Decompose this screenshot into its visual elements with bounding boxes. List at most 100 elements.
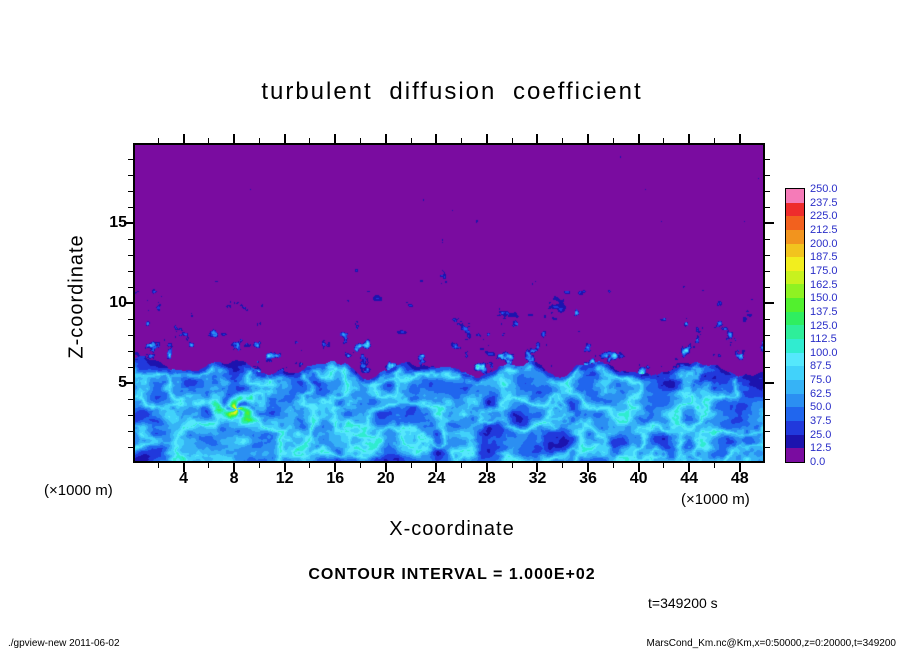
tick-mark <box>435 134 438 143</box>
colorbar-level-label: 75.0 <box>810 374 832 387</box>
tick-mark <box>258 463 260 468</box>
colorbar-level-label: 225.0 <box>810 210 838 223</box>
x-tick-label: 44 <box>680 470 699 487</box>
colorbar-band <box>786 189 804 203</box>
colorbar-band <box>786 339 804 353</box>
x-tick-label: 8 <box>229 470 239 487</box>
colorbar-band <box>786 379 804 394</box>
tick-mark <box>283 134 286 143</box>
tick-mark <box>124 302 133 304</box>
tick-mark <box>128 254 133 256</box>
tick-mark <box>663 463 665 468</box>
y-tick-label: 10 <box>109 294 127 311</box>
x-tick-label: 4 <box>179 470 188 487</box>
y-tick-label: 15 <box>109 214 127 231</box>
tick-mark <box>384 463 387 472</box>
tick-mark <box>485 134 488 143</box>
colorbar-level-label: 62.5 <box>810 387 832 400</box>
tick-mark <box>765 334 770 336</box>
tick-mark <box>587 134 590 143</box>
tick-mark <box>182 134 185 143</box>
tick-mark <box>128 334 133 336</box>
tick-mark <box>124 222 133 224</box>
tick-mark <box>765 350 770 352</box>
tick-mark <box>360 463 362 468</box>
colorbar-band <box>786 298 804 312</box>
colorbar-level-label: 187.5 <box>810 251 838 264</box>
tick-mark <box>410 138 412 143</box>
tick-mark <box>128 430 133 432</box>
tick-mark <box>765 238 770 240</box>
colorbar-band <box>786 257 804 271</box>
tick-mark <box>765 414 770 416</box>
y-tick-label: 5 <box>118 374 127 391</box>
plot-area: 4 8 12 16 20 24 28 32 36 40 44 48 5 10 15 <box>109 134 774 487</box>
x-tick-label: 48 <box>730 470 749 487</box>
tick-mark <box>612 463 614 468</box>
colorbar-band <box>786 448 804 462</box>
colorbar-band <box>786 284 804 299</box>
tick-mark <box>128 414 133 416</box>
colorbar-labels: 250.0 237.5 225.0 212.5 200.0 187.5 175.0 162.5… <box>810 183 854 468</box>
tick-mark <box>128 286 133 288</box>
tick-mark <box>765 446 770 448</box>
colorbar-level-label: 212.5 <box>810 223 838 236</box>
heatmap-canvas <box>133 143 765 463</box>
colorbar-level-label: 112.5 <box>810 333 837 346</box>
colorbar-band <box>786 366 804 380</box>
tick-mark <box>128 206 133 208</box>
colorbar-level-label: 237.5 <box>810 196 838 209</box>
tick-mark <box>765 430 770 432</box>
tick-mark <box>663 138 665 143</box>
tick-mark <box>765 190 770 192</box>
x-tick-label: 40 <box>629 470 648 487</box>
tick-mark <box>765 158 770 160</box>
tick-mark <box>765 286 770 288</box>
tick-mark <box>233 134 236 143</box>
tick-mark <box>283 463 286 472</box>
tick-mark <box>128 270 133 272</box>
colorbar: 250.0 237.5 225.0 212.5 200.0 187.5 175.0 162.5… <box>785 183 838 468</box>
tick-mark <box>128 190 133 192</box>
tick-mark <box>765 302 774 304</box>
colorbar-level-label: 125.0 <box>810 319 838 332</box>
tick-mark <box>765 366 770 368</box>
footer-command: ./gpview-new 2011-06-02 <box>8 638 120 649</box>
x-tick-label: 24 <box>427 470 446 487</box>
colorbar-band <box>786 420 804 435</box>
colorbar-level-label: 87.5 <box>810 360 832 373</box>
tick-mark <box>309 463 311 468</box>
colorbar-level-label: 12.5 <box>810 442 832 455</box>
x-tick-label: 20 <box>376 470 395 487</box>
colorbar-band <box>786 407 804 421</box>
tick-mark <box>765 318 770 320</box>
colorbar-level-label: 250.0 <box>810 183 838 195</box>
tick-mark <box>713 463 715 468</box>
tick-mark <box>384 134 387 143</box>
tick-mark <box>128 366 133 368</box>
tick-mark <box>208 138 210 143</box>
colorbar-level-label: 0.0 <box>810 456 826 468</box>
x-axis-unit: (×1000 m) <box>681 491 750 508</box>
y-axis-label: Z-coordinate <box>65 234 88 359</box>
tick-mark <box>128 446 133 448</box>
tick-mark <box>435 463 438 472</box>
x-tick-label: 36 <box>579 470 597 487</box>
y-axis-unit: (×1000 m) <box>44 482 113 499</box>
colorbar-level-label: 25.0 <box>810 428 832 441</box>
tick-mark <box>128 350 133 352</box>
colorbar-level-label: 37.5 <box>810 415 832 428</box>
colorbar-level-label: 50.0 <box>810 401 832 414</box>
tick-mark <box>128 238 133 240</box>
tick-mark <box>765 174 770 176</box>
tick-mark <box>765 206 770 208</box>
tick-mark <box>157 138 159 143</box>
colorbar-band <box>786 229 804 244</box>
tick-mark <box>233 463 236 472</box>
colorbar-band <box>786 393 804 408</box>
colorbar-level-label: 175.0 <box>810 264 838 277</box>
x-tick-label: 32 <box>528 470 547 487</box>
tick-mark <box>536 134 539 143</box>
colorbar-bands <box>785 188 805 463</box>
